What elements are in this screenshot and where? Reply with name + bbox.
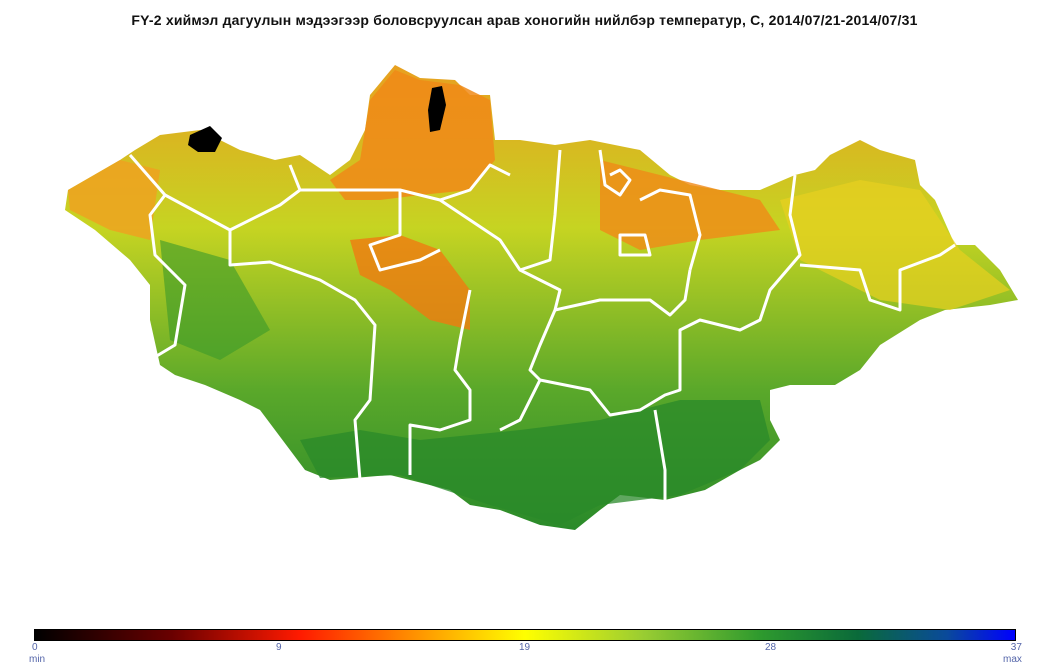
scale-max-label: max (1003, 654, 1022, 665)
hot-zone-north (330, 70, 495, 200)
scale-tick-28: 28 (765, 642, 776, 654)
scale-tick-max: 37 max (1003, 642, 1022, 666)
scale-tick-19: 19 (519, 642, 530, 654)
scale-min-label: min (29, 654, 46, 665)
warm-zone-west (68, 160, 160, 240)
cool-zone-west (160, 240, 270, 360)
scale-tick-min: 0 min (29, 642, 45, 666)
hot-zone-east (600, 160, 780, 250)
temperature-map (65, 65, 1018, 530)
scale-max-value: 37 (1010, 642, 1022, 653)
mongolia-territory (65, 65, 1018, 530)
no-data-lake-north (428, 86, 446, 132)
scale-min-value: 0 (32, 642, 38, 653)
province-borders (128, 149, 956, 500)
scale-tick-9: 9 (276, 642, 282, 654)
scale-tick-19-value: 19 (519, 642, 531, 653)
scale-tick-9-value: 9 (276, 642, 282, 653)
scale-tick-28-value: 28 (765, 642, 777, 653)
no-data-lake-west (188, 126, 222, 152)
color-scale-bar (34, 629, 1016, 641)
hot-zone-central (350, 235, 470, 330)
warm-zone-far-east (780, 180, 1010, 310)
cool-zone-south (300, 400, 770, 525)
map-title: FY-2 хиймэл дагуулын мэдээгээр боловсруу… (131, 12, 918, 28)
